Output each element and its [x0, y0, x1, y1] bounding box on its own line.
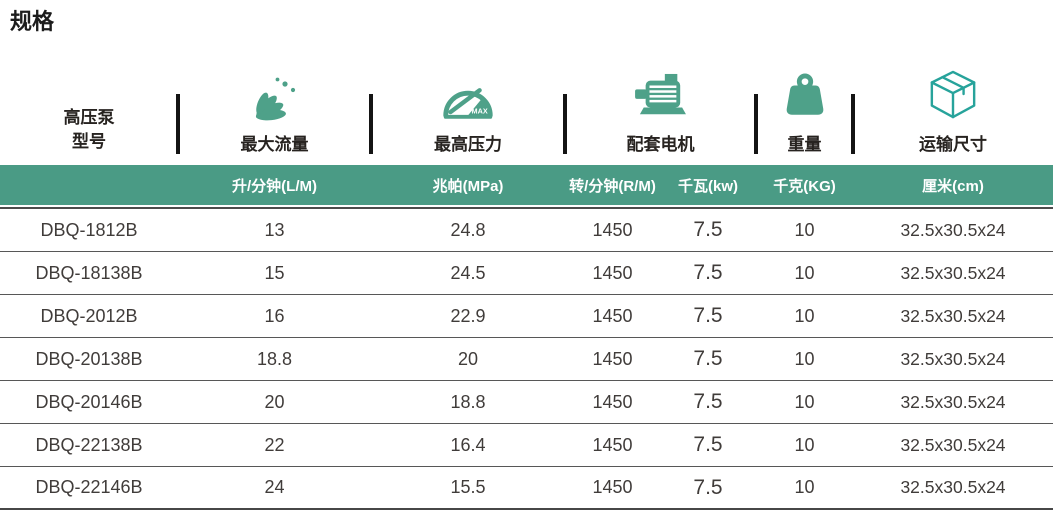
- table-row: DBQ-18138B 15 24.5 1450 7.5 10 32.5x30.5…: [0, 252, 1053, 295]
- flow-cell: 13: [264, 219, 285, 240]
- column-header-dimensions-label: 运输尺寸: [919, 135, 987, 154]
- weight-cell: 10: [794, 305, 815, 326]
- unit-power: 千瓦(kw): [677, 177, 738, 195]
- model-cell: DBQ-20138B: [35, 348, 143, 369]
- column-header-dimensions: 运输尺寸: [853, 62, 1053, 162]
- model-cell: DBQ-22146B: [35, 477, 143, 497]
- unit-header-row: 升/分钟(L/M) 兆帕(MPa) 转/分钟(R/M) 千瓦(kw) 千克(KG…: [0, 165, 1053, 205]
- dimensions-cell: 32.5x30.5x24: [900, 348, 1006, 369]
- column-separator: [851, 94, 855, 154]
- dimensions-cell: 32.5x30.5x24: [900, 477, 1006, 497]
- model-cell: DBQ-2012B: [40, 305, 138, 326]
- weight-cell: 10: [794, 262, 815, 283]
- pressure-cell: 22.9: [450, 305, 486, 326]
- power-cell: 7.5: [693, 347, 723, 370]
- power-cell: 7.5: [693, 304, 723, 327]
- rpm-cell: 1450: [592, 262, 633, 283]
- model-cell: DBQ-22138B: [35, 434, 143, 455]
- rpm-cell: 1450: [592, 219, 633, 240]
- flow-cell: 15: [264, 262, 285, 283]
- power-cell: 7.5: [693, 433, 723, 456]
- dimensions-cell: 32.5x30.5x24: [900, 305, 1006, 326]
- flow-cell: 16: [264, 305, 285, 326]
- rpm-cell: 1450: [592, 477, 633, 497]
- table-row: DBQ-2012B 16 22.9 1450 7.5 10 32.5x30.5x…: [0, 295, 1053, 338]
- column-header-motor-label: 配套电机: [626, 135, 695, 154]
- rpm-cell: 1450: [592, 434, 633, 455]
- column-separator: [754, 94, 758, 154]
- power-cell: 7.5: [693, 261, 723, 284]
- column-header-weight-label: 重量: [787, 135, 822, 154]
- table-group-header: 高压泵 型号 最大流量: [0, 62, 1053, 162]
- column-header-weight: 重量: [756, 62, 853, 162]
- pressure-cell: 24.5: [450, 262, 486, 283]
- table-row: DBQ-20146B 20 18.8 1450 7.5 10 32.5x30.5…: [0, 381, 1053, 424]
- pressure-cell: 16.4: [450, 434, 486, 455]
- weight-icon: [786, 73, 823, 115]
- spec-table: 高压泵 型号 最大流量: [0, 62, 1053, 510]
- shipping-box-icon: [930, 70, 976, 119]
- unit-pressure: 兆帕(MPa): [432, 177, 504, 195]
- model-cell: DBQ-20146B: [35, 391, 143, 412]
- column-header-pressure: MAX 最高压力: [371, 62, 565, 162]
- column-header-model: 高压泵 型号: [0, 62, 178, 162]
- unit-dimensions: 厘米(cm): [922, 177, 984, 195]
- dimensions-cell: 32.5x30.5x24: [900, 391, 1006, 412]
- flow-cell: 18.8: [256, 348, 293, 369]
- dimensions-cell: 32.5x30.5x24: [900, 219, 1006, 240]
- flow-cell: 22: [264, 434, 285, 455]
- pressure-cell: 18.8: [450, 391, 486, 412]
- page-title: 规格: [10, 9, 55, 34]
- header-underline: [0, 207, 1053, 209]
- weight-cell: 10: [794, 219, 815, 240]
- model-cell: DBQ-18138B: [35, 262, 143, 283]
- column-header-flow-label: 最大流量: [240, 135, 309, 154]
- electric-motor-icon: [634, 73, 686, 115]
- column-separator: [369, 94, 373, 154]
- power-cell: 7.5: [693, 390, 723, 413]
- model-cell: DBQ-1812B: [40, 219, 138, 240]
- flow-cell: 24: [264, 477, 285, 497]
- rpm-cell: 1450: [592, 305, 633, 326]
- unit-rpm: 转/分钟(R/M): [569, 177, 656, 195]
- column-separator: [563, 94, 567, 154]
- weight-cell: 10: [794, 391, 815, 412]
- weight-cell: 10: [794, 477, 815, 497]
- column-separator: [176, 94, 180, 154]
- dimensions-cell: 32.5x30.5x24: [900, 434, 1006, 455]
- pressure-cell: 20: [457, 348, 479, 369]
- pressure-gauge-icon: MAX: [443, 88, 493, 119]
- dimensions-cell: 32.5x30.5x24: [900, 262, 1006, 283]
- table-row: DBQ-20138B 18.8 20 1450 7.5 10 32.5x30.5…: [0, 338, 1053, 381]
- weight-cell: 10: [794, 434, 815, 455]
- rpm-cell: 1450: [592, 348, 633, 369]
- column-header-model-label: 高压泵 型号: [63, 107, 115, 152]
- flow-cell: 20: [264, 391, 285, 412]
- power-cell: 7.5: [693, 475, 723, 499]
- water-flow-icon: [255, 77, 295, 121]
- pressure-cell: 15.5: [450, 477, 486, 497]
- unit-flow: 升/分钟(L/M): [232, 177, 317, 195]
- table-row: DBQ-22146B 24 15.5 1450 7.5 10 32.5x30.5…: [0, 467, 1053, 510]
- weight-cell: 10: [794, 348, 815, 369]
- unit-weight: 千克(KG): [773, 177, 836, 195]
- gauge-max-text: MAX: [472, 106, 488, 115]
- rpm-cell: 1450: [592, 391, 633, 412]
- table-row: DBQ-22138B 22 16.4 1450 7.5 10 32.5x30.5…: [0, 424, 1053, 467]
- column-header-motor: 配套电机: [565, 62, 756, 162]
- column-header-flow: 最大流量: [178, 62, 371, 162]
- power-cell: 7.5: [693, 218, 723, 241]
- table-row: DBQ-1812B 13 24.8 1450 7.5 10 32.5x30.5x…: [0, 209, 1053, 252]
- pressure-cell: 24.8: [450, 219, 486, 240]
- column-header-pressure-label: 最高压力: [434, 135, 502, 154]
